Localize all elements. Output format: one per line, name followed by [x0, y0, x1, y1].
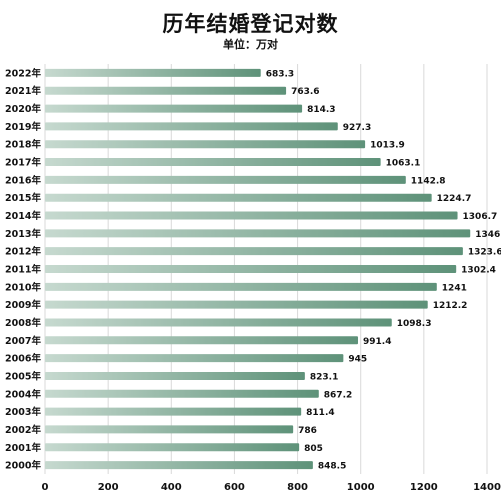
data-label: 1306.7 [463, 212, 498, 222]
bar [45, 425, 294, 434]
category-label: 2022年 [5, 67, 41, 79]
bar [45, 336, 358, 345]
category-label: 2001年 [5, 442, 41, 454]
bar [45, 229, 471, 238]
data-label: 1013.9 [370, 141, 405, 151]
data-label: 814.3 [307, 105, 335, 115]
data-label: 805 [304, 444, 323, 454]
data-label: 1302.4 [461, 266, 496, 276]
data-label: 1224.7 [437, 194, 472, 204]
data-label: 763.6 [291, 87, 319, 97]
category-label: 2009年 [5, 299, 41, 311]
x-tick-label: 400 [161, 482, 182, 493]
bar [45, 354, 344, 363]
data-label: 991.4 [363, 337, 391, 347]
chart-subtitle: 单位：万对 [223, 38, 278, 51]
category-label: 2021年 [5, 85, 41, 97]
bar [45, 443, 300, 452]
x-tick-label: 1400 [473, 482, 501, 493]
data-label: 1346.9 [475, 230, 501, 240]
bar [45, 104, 303, 113]
bar [45, 371, 305, 380]
labels: 0 200 400 600 800 1000 1200 1400 2022年 683.3 2021年… [5, 67, 501, 493]
bar [45, 389, 319, 398]
category-label: 2017年 [5, 157, 41, 169]
bar [45, 265, 457, 273]
bar [45, 193, 432, 202]
data-label: 1241 [442, 283, 467, 293]
bar [45, 461, 313, 470]
category-label: 2015年 [5, 192, 41, 204]
bar [45, 247, 463, 256]
bar [45, 300, 428, 309]
bar [45, 122, 338, 131]
data-label: 823.1 [310, 372, 338, 382]
data-label: 1063.1 [386, 159, 421, 169]
bar [45, 282, 437, 291]
bar [45, 318, 392, 327]
bar [45, 140, 366, 149]
data-label: 927.3 [343, 123, 371, 133]
data-label: 786 [298, 426, 317, 436]
x-tick-label: 200 [98, 482, 119, 493]
bar [45, 86, 287, 95]
x-tick-label: 0 [42, 482, 49, 493]
data-label: 683.3 [266, 69, 294, 79]
data-label: 1142.8 [411, 176, 446, 186]
x-tick-label: 800 [287, 482, 308, 493]
bar [45, 175, 406, 184]
category-label: 2006年 [5, 353, 41, 365]
bar [45, 211, 458, 220]
category-label: 2020年 [5, 103, 41, 115]
category-label: 2000年 [5, 460, 41, 472]
bar [45, 68, 261, 77]
bar [45, 407, 302, 416]
bar [45, 158, 381, 167]
x-tick-label: 600 [224, 482, 245, 493]
category-label: 2012年 [5, 246, 41, 258]
category-label: 2008年 [5, 317, 41, 329]
category-label: 2005年 [5, 370, 41, 382]
x-tick-label: 1000 [347, 482, 375, 493]
category-label: 2007年 [5, 335, 41, 347]
category-label: 2016年 [5, 174, 41, 186]
data-label: 1212.2 [433, 301, 468, 311]
data-label: 867.2 [324, 390, 352, 400]
category-label: 2013年 [5, 228, 41, 240]
data-label: 1098.3 [397, 319, 432, 329]
x-tick-label: 1200 [410, 482, 438, 493]
data-label: 1323.6 [468, 248, 501, 258]
category-label: 2004年 [5, 388, 41, 400]
category-label: 2014年 [5, 210, 41, 222]
category-label: 2010年 [5, 281, 41, 293]
bars [45, 68, 471, 470]
category-label: 2002年 [5, 424, 41, 436]
category-label: 2019年 [5, 121, 41, 133]
data-label: 945 [348, 355, 367, 365]
category-label: 2018年 [5, 139, 41, 151]
category-label: 2003年 [5, 406, 41, 418]
chart-title: 历年结婚登记对数 [162, 12, 339, 36]
category-label: 2011年 [5, 264, 41, 276]
data-label: 848.5 [318, 462, 346, 472]
data-label: 811.4 [306, 408, 334, 418]
